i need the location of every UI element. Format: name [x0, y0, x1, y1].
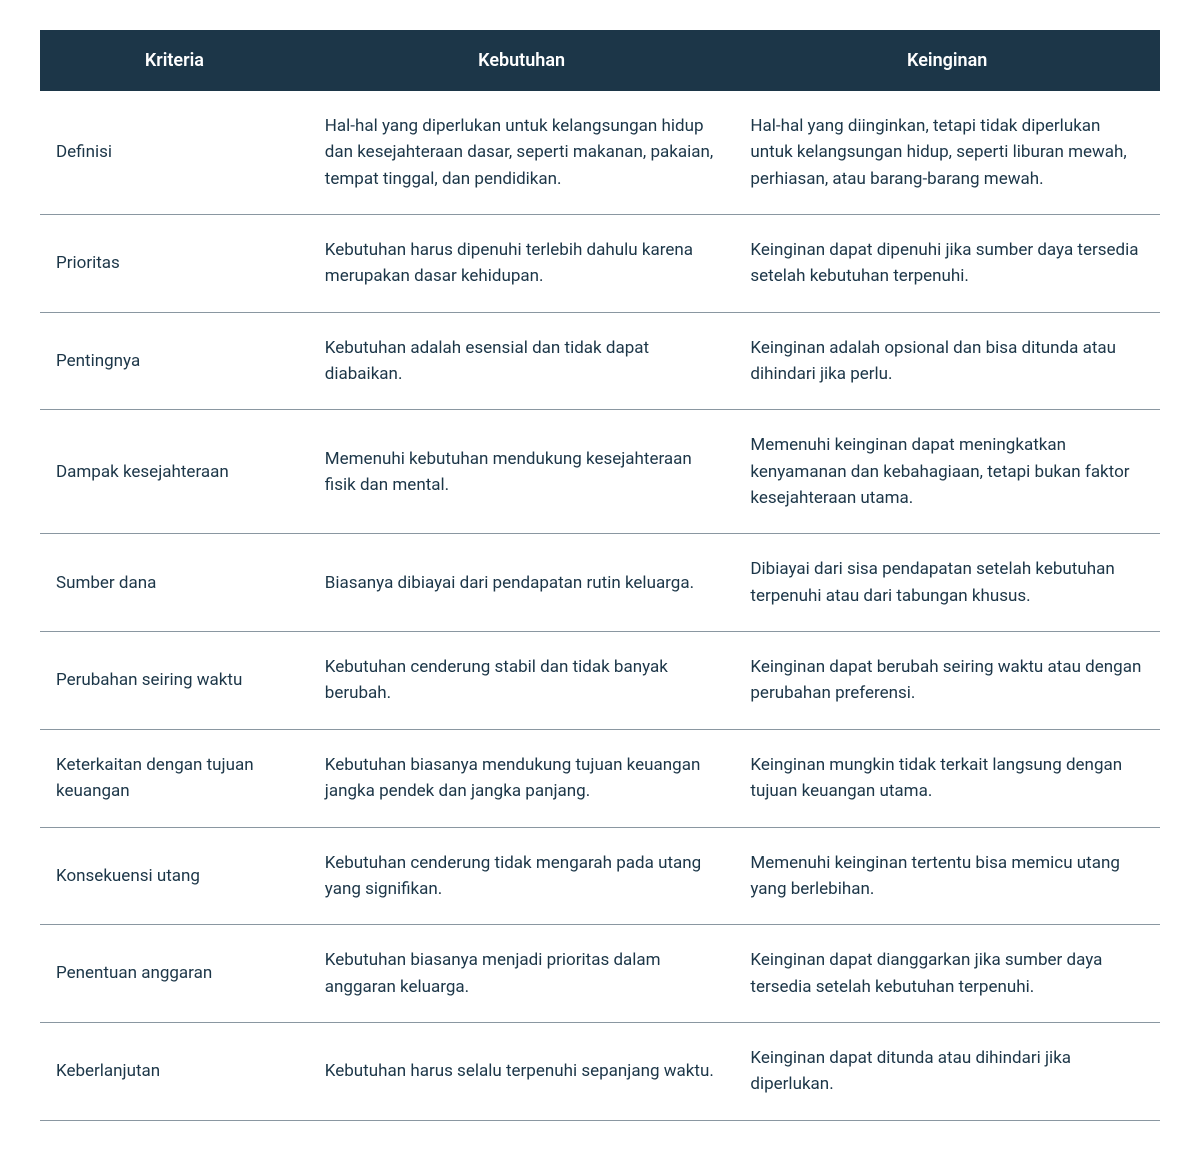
- table-row: Pentingnya Kebutuhan adalah esensial dan…: [40, 312, 1160, 410]
- cell-kebutuhan: Kebutuhan harus dipenuhi terlebih dahulu…: [309, 215, 735, 313]
- col-header-kebutuhan: Kebutuhan: [309, 30, 735, 91]
- table-row: Keberlanjutan Kebutuhan harus selalu ter…: [40, 1022, 1160, 1120]
- cell-kriteria: Pentingnya: [40, 312, 309, 410]
- cell-keinginan: Hal-hal yang diinginkan, tetapi tidak di…: [734, 91, 1160, 215]
- col-header-keinginan: Keinginan: [734, 30, 1160, 91]
- table-row: Perubahan seiring waktu Kebutuhan cender…: [40, 632, 1160, 730]
- table-header: Kriteria Kebutuhan Keinginan: [40, 30, 1160, 91]
- cell-kriteria: Dampak kesejahteraan: [40, 410, 309, 534]
- cell-kebutuhan: Kebutuhan adalah esensial dan tidak dapa…: [309, 312, 735, 410]
- cell-keinginan: Keinginan dapat dipenuhi jika sumber day…: [734, 215, 1160, 313]
- cell-kriteria: Definisi: [40, 91, 309, 215]
- cell-kebutuhan: Kebutuhan cenderung stabil dan tidak ban…: [309, 632, 735, 730]
- cell-kebutuhan: Hal-hal yang diperlukan untuk kelangsung…: [309, 91, 735, 215]
- cell-kriteria: Sumber dana: [40, 534, 309, 632]
- cell-kriteria: Keterkaitan dengan tujuan keuangan: [40, 729, 309, 827]
- cell-keinginan: Dibiayai dari sisa pendapatan setelah ke…: [734, 534, 1160, 632]
- cell-kebutuhan: Biasanya dibiayai dari pendapatan rutin …: [309, 534, 735, 632]
- cell-keinginan: Keinginan mungkin tidak terkait langsung…: [734, 729, 1160, 827]
- cell-keinginan: Keinginan adalah opsional dan bisa ditun…: [734, 312, 1160, 410]
- cell-keinginan: Keinginan dapat berubah seiring waktu at…: [734, 632, 1160, 730]
- cell-keinginan: Keinginan dapat dianggarkan jika sumber …: [734, 925, 1160, 1023]
- cell-kebutuhan: Memenuhi kebutuhan mendukung kesejahtera…: [309, 410, 735, 534]
- cell-keinginan: Keinginan dapat ditunda atau dihindari j…: [734, 1022, 1160, 1120]
- cell-keinginan: Memenuhi keinginan dapat meningkatkan ke…: [734, 410, 1160, 534]
- table-row: Sumber dana Biasanya dibiayai dari penda…: [40, 534, 1160, 632]
- cell-kriteria: Konsekuensi utang: [40, 827, 309, 925]
- cell-kebutuhan: Kebutuhan cenderung tidak mengarah pada …: [309, 827, 735, 925]
- cell-kebutuhan: Kebutuhan harus selalu terpenuhi sepanja…: [309, 1022, 735, 1120]
- cell-kriteria: Penentuan anggaran: [40, 925, 309, 1023]
- table-row: Penentuan anggaran Kebutuhan biasanya me…: [40, 925, 1160, 1023]
- table-header-row: Kriteria Kebutuhan Keinginan: [40, 30, 1160, 91]
- cell-kriteria: Keberlanjutan: [40, 1022, 309, 1120]
- table-body: Definisi Hal-hal yang diperlukan untuk k…: [40, 91, 1160, 1120]
- table-row: Prioritas Kebutuhan harus dipenuhi terle…: [40, 215, 1160, 313]
- comparison-table: Kriteria Kebutuhan Keinginan Definisi Ha…: [40, 30, 1160, 1121]
- cell-kebutuhan: Kebutuhan biasanya mendukung tujuan keua…: [309, 729, 735, 827]
- table-row: Definisi Hal-hal yang diperlukan untuk k…: [40, 91, 1160, 215]
- col-header-kriteria: Kriteria: [40, 30, 309, 91]
- table-row: Konsekuensi utang Kebutuhan cenderung ti…: [40, 827, 1160, 925]
- cell-keinginan: Memenuhi keinginan tertentu bisa memicu …: [734, 827, 1160, 925]
- table-row: Dampak kesejahteraan Memenuhi kebutuhan …: [40, 410, 1160, 534]
- cell-kriteria: Prioritas: [40, 215, 309, 313]
- cell-kebutuhan: Kebutuhan biasanya menjadi prioritas dal…: [309, 925, 735, 1023]
- cell-kriteria: Perubahan seiring waktu: [40, 632, 309, 730]
- table-row: Keterkaitan dengan tujuan keuangan Kebut…: [40, 729, 1160, 827]
